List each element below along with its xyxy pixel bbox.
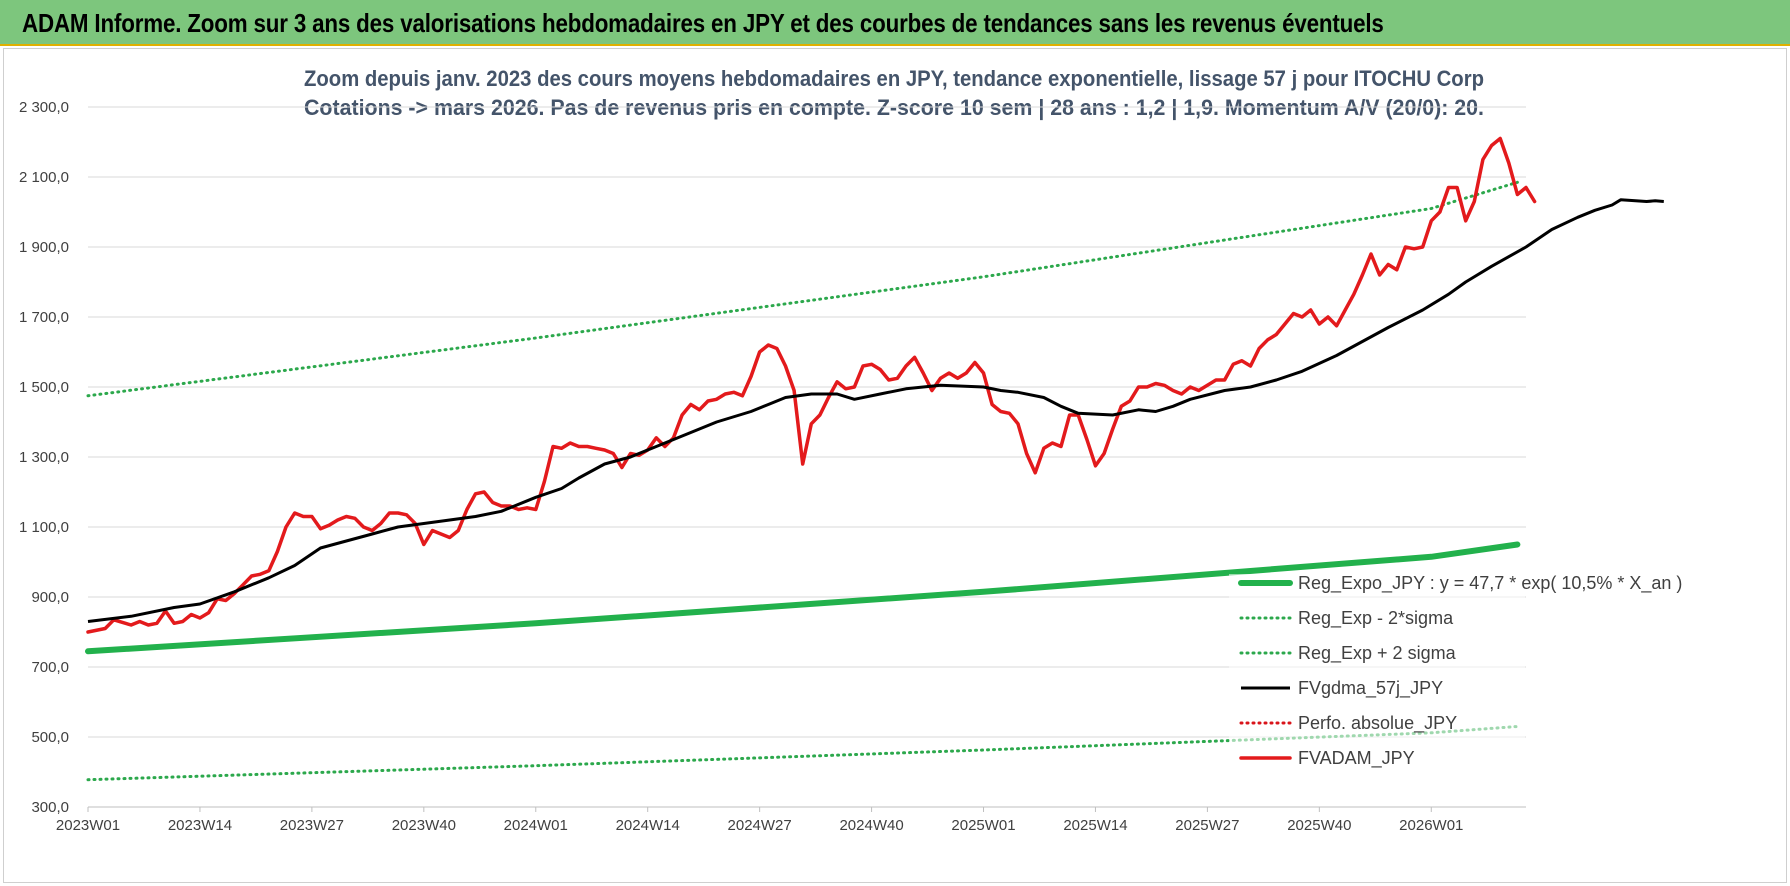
x-tick-label: 2024W14: [616, 817, 680, 834]
legend-background: [1229, 574, 1525, 764]
series-line: [86, 180, 1519, 398]
x-tick-label: 2025W14: [1063, 817, 1127, 834]
x-tick-label: 2023W01: [56, 817, 120, 834]
legend-label: Reg_Exp + 2 sigma: [1298, 643, 1457, 664]
series-group: [85, 136, 1664, 782]
x-tick-label: 2023W40: [392, 817, 456, 834]
series-line: [85, 541, 1521, 655]
y-tick-label: 1 700,0: [19, 309, 69, 326]
line-chart: Zoom depuis janv. 2023 des cours moyens …: [19, 66, 1682, 834]
banner-title: ADAM Informe. Zoom sur 3 ans des valoris…: [22, 8, 1384, 38]
x-tick-label: 2024W27: [728, 817, 792, 834]
legend-label: FVADAM_JPY: [1298, 748, 1415, 769]
series-line: [87, 198, 1664, 623]
x-tick-label: 2024W01: [504, 817, 568, 834]
y-tick-label: 2 300,0: [19, 99, 69, 116]
chart-frame: Zoom depuis janv. 2023 des cours moyens …: [3, 48, 1787, 883]
chart-title: Zoom depuis janv. 2023 des cours moyens …: [304, 66, 1484, 91]
x-tick-label: 2023W14: [168, 817, 232, 834]
y-tick-label: 1 300,0: [19, 449, 69, 466]
y-tick-label: 300,0: [31, 799, 69, 816]
x-tick-label: 2025W40: [1287, 817, 1351, 834]
legend-label: Reg_Expo_JPY : y = 47,7 * exp( 10,5% * X…: [1298, 573, 1682, 594]
x-tick-label: 2025W27: [1175, 817, 1239, 834]
x-tick-label: 2026W01: [1399, 817, 1463, 834]
x-tick-label: 2024W40: [839, 817, 903, 834]
header-banner: ADAM Informe. Zoom sur 3 ans des valoris…: [0, 0, 1790, 46]
y-axis: 2 300,0 2 100,0 1 900,0 1 700,0 1 500,0 1 300…: [19, 99, 69, 816]
legend-label: FVgdma_57j_JPY: [1298, 678, 1443, 699]
x-tick-label: 2023W27: [280, 817, 344, 834]
series-line: [86, 136, 1537, 634]
x-axis: 2023W01 2023W14 2023W27 2023W40 2024W01 2024W…: [56, 807, 1463, 834]
legend-label: Perfo. absolue_JPY: [1298, 713, 1457, 734]
legend-label: Reg_Exp - 2*sigma: [1298, 608, 1454, 629]
y-tick-label: 500,0: [31, 729, 69, 746]
legend: Reg_Expo_JPY : y = 47,7 * exp( 10,5% * X…: [1229, 573, 1682, 769]
y-tick-label: 1 900,0: [19, 239, 69, 256]
y-tick-label: 900,0: [31, 589, 69, 606]
x-tick-label: 2025W01: [951, 817, 1015, 834]
y-tick-label: 2 100,0: [19, 169, 69, 186]
y-tick-label: 1 100,0: [19, 519, 69, 536]
y-tick-label: 700,0: [31, 659, 69, 676]
y-tick-label: 1 500,0: [19, 379, 69, 396]
